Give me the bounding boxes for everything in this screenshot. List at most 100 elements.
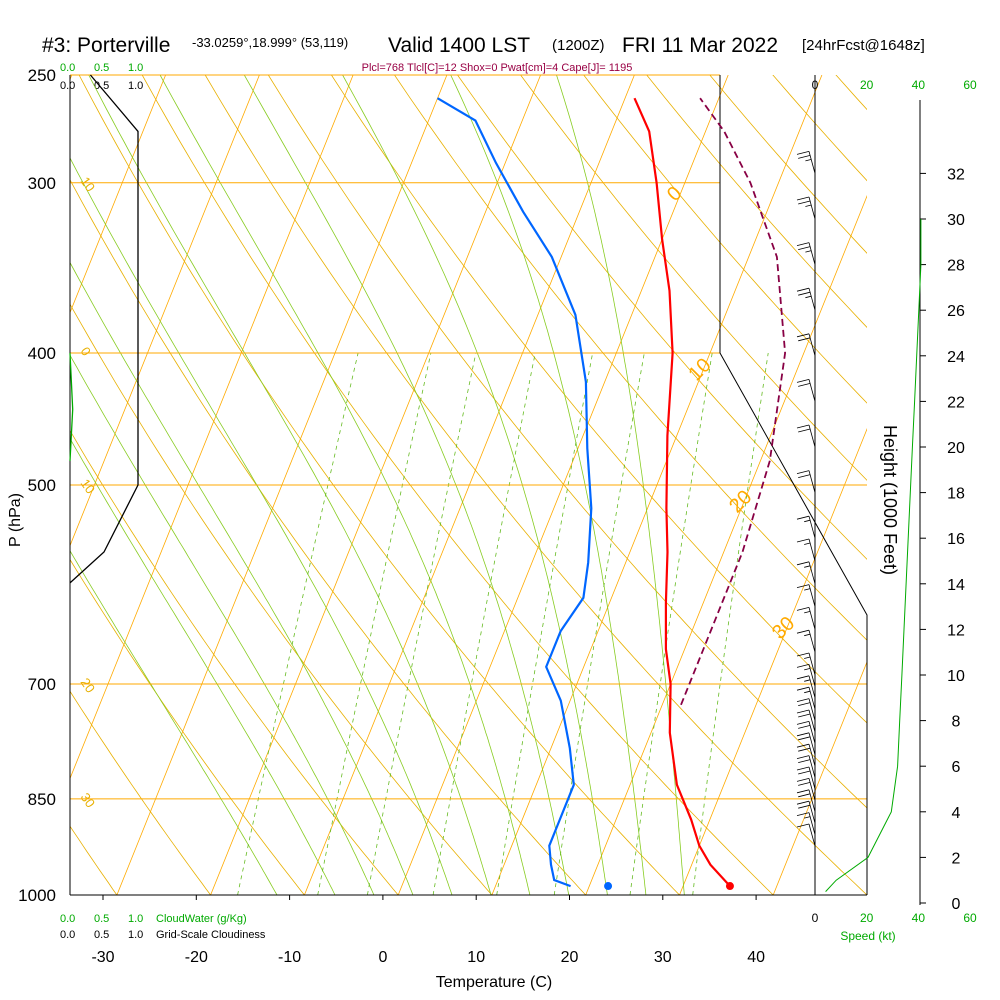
- wind-barb: [796, 709, 816, 733]
- cloudiness-label: Grid-Scale Cloudiness: [156, 929, 266, 941]
- dry-adiabat-line: [646, 75, 867, 328]
- dry-adiabat-line: [583, 75, 867, 404]
- top-black-2: 1.0: [128, 80, 143, 92]
- height-tick-label: 20: [947, 440, 965, 457]
- mixing-ratio-label: 5: [428, 906, 445, 920]
- cloudiness-profile: [69, 74, 139, 584]
- height-tick-label: 8: [952, 714, 961, 731]
- top-green-2: 1.0: [128, 62, 143, 74]
- isotherm-line: [961, 75, 1000, 895]
- x-tick-label: 30: [654, 949, 672, 966]
- speed-tick-top: 0: [812, 78, 819, 92]
- height-tick-label: 18: [947, 486, 965, 503]
- temperature-line: [633, 97, 731, 887]
- height-tick-label: 24: [947, 349, 965, 366]
- y-tick-label: 300: [28, 174, 56, 193]
- x-axis-label: Temperature (C): [436, 974, 552, 991]
- dry-adiabat-line: [330, 75, 867, 724]
- background-lines: [70, 75, 1000, 895]
- speed-tick-bottom: 60: [963, 911, 977, 925]
- x-tick-label: 10: [467, 949, 485, 966]
- wind-barb: [796, 789, 816, 812]
- mixing-ratio-label: 12: [549, 899, 569, 919]
- height-tick-label: 2: [952, 850, 961, 867]
- dry-adiabat-line: [70, 825, 118, 895]
- x-tick-label: 0: [378, 949, 387, 966]
- wind-barb: [796, 652, 816, 676]
- mixing-ratio-label: 2: [313, 906, 330, 920]
- y-tick-label: 250: [28, 66, 56, 85]
- wind-barb: [796, 584, 816, 607]
- wind-barb: [796, 800, 816, 824]
- surface-dewpoint-marker: [604, 882, 613, 891]
- speed-tick-bottom: 40: [912, 911, 926, 925]
- wind-barb: [796, 333, 816, 356]
- mixing-ratio-line: [496, 352, 593, 895]
- dry-adiabat-line: [78, 75, 681, 895]
- height-tick-label: 4: [952, 805, 961, 822]
- bottom-black-0: 0.0: [60, 929, 75, 941]
- isotherm-label: 10: [684, 354, 715, 385]
- plot-right-boundary: [719, 75, 868, 895]
- cloudwater-profile: [69, 352, 74, 461]
- wind-barb: [796, 721, 816, 744]
- bottom-legend: 0.0 0.5 1.0 CloudWater (g/Kg) 0.0 0.5 1.…: [60, 913, 266, 941]
- y-tick-label: 850: [28, 790, 56, 809]
- mixing-ratio-label: 20: [625, 899, 645, 919]
- moist-adiabat-line: [70, 157, 453, 895]
- date-label: FRI 11 Mar 2022: [622, 34, 778, 57]
- moist-adiabat-line: [243, 75, 570, 895]
- wind-barb: [796, 470, 816, 493]
- x-tick-label: 20: [561, 949, 579, 966]
- speed-tick-bottom: 20: [860, 911, 874, 925]
- dry-adiabat-label: 0: [78, 344, 94, 359]
- valid-time: Valid 1400 LST: [388, 34, 530, 57]
- wind-barb: [796, 732, 816, 755]
- isotherm-label: 30: [768, 612, 799, 643]
- isotherm-label: 20: [725, 486, 756, 517]
- height-tick-label: 32: [947, 166, 965, 183]
- mixing-ratio-line: [692, 352, 769, 895]
- mixing-ratio-line: [553, 352, 645, 895]
- plot-frame: [69, 75, 868, 896]
- wind-speed-profile: [825, 219, 922, 892]
- wind-panel: 0246810121416182022242628303200202040406…: [796, 75, 977, 925]
- dry-adiabat-line: [204, 75, 867, 895]
- mixing-ratio-line: [629, 352, 713, 895]
- wind-barb: [796, 675, 816, 698]
- wind-barb: [796, 778, 816, 801]
- dry-adiabat-line: [835, 75, 867, 111]
- surface-temperature-marker: [725, 882, 734, 891]
- wind-barb: [796, 686, 816, 710]
- isotherm-label: 0: [663, 182, 686, 205]
- dry-adiabat-line: [141, 75, 774, 895]
- y-axis-label: P (hPa): [7, 493, 24, 547]
- wind-barb: [796, 196, 816, 220]
- height-tick-label: 28: [947, 258, 965, 275]
- y-tick-label: 400: [28, 344, 56, 363]
- height-tick-label: 14: [947, 577, 965, 594]
- speed-tick-top: 20: [860, 78, 874, 92]
- dry-adiabat-line: [394, 75, 867, 641]
- wind-barb: [796, 698, 816, 721]
- top-green-1: 0.5: [94, 62, 109, 74]
- moist-adiabat-line: [342, 75, 608, 895]
- wind-barb: [796, 515, 816, 539]
- moist-adiabat-line: [70, 354, 375, 895]
- speed-tick-top: 60: [963, 78, 977, 92]
- bottom-black-1: 0.5: [94, 929, 109, 941]
- wind-barb: [796, 664, 816, 687]
- bottom-black-2: 1.0: [128, 929, 143, 941]
- dry-adiabat-line: [70, 690, 212, 895]
- y-tick-label: 700: [28, 675, 56, 694]
- moist-adiabat-line: [450, 75, 647, 895]
- wind-barb: [796, 823, 816, 847]
- dry-adiabat-line: [267, 75, 867, 809]
- bottom-green-2: 1.0: [128, 913, 143, 925]
- dry-adiabat-label: 10: [78, 476, 99, 496]
- wind-barb: [796, 424, 816, 448]
- utc-time: (1200Z): [552, 37, 605, 54]
